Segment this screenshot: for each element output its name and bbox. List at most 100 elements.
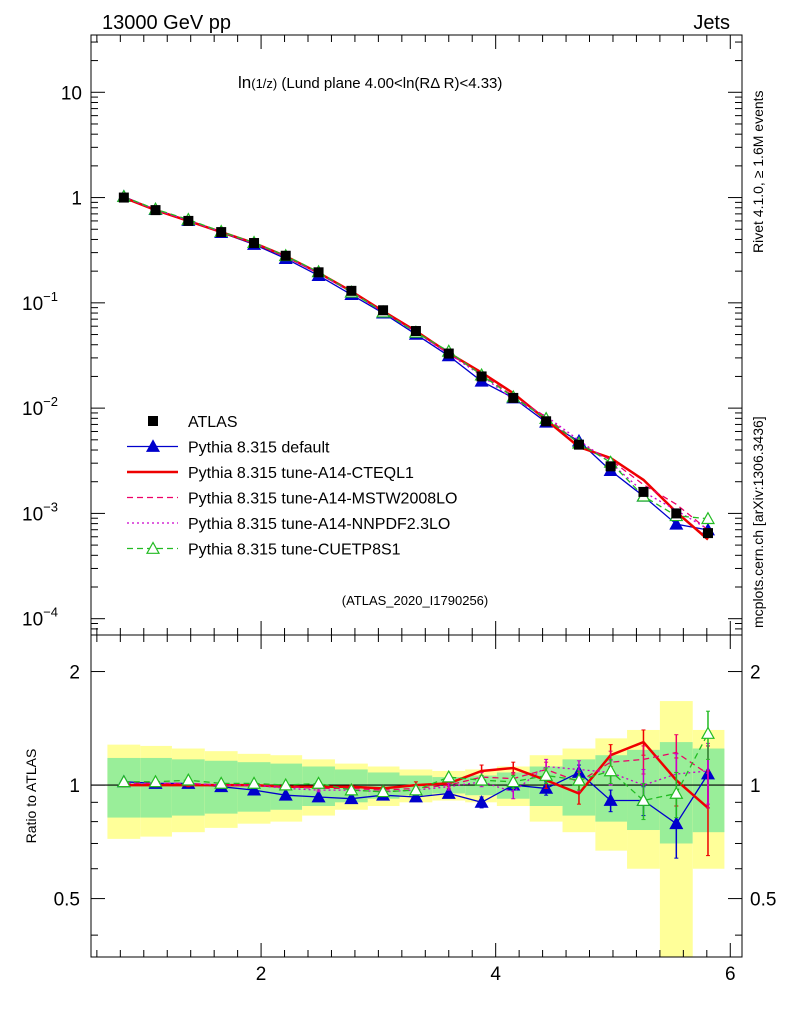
ratio-y-ticks: 2 2 1 1 0.5 0.5 [54,663,776,936]
header-left: 13000 GeV pp [102,12,231,34]
ratio-marker-default [247,782,262,796]
ratio-marker-default [441,786,456,799]
main-ytick-base: 10 [61,83,82,104]
legend-label-default: Pythia 8.315 default [188,440,330,457]
rivet-label: Rivet 4.1.0, ≥ 1.6M events [750,90,766,253]
atlas-data-point [671,508,682,519]
main-ytick-exponent: −4 [43,605,58,620]
atlas-data-point [508,392,519,403]
atlas-data-point [638,486,649,497]
ratio-marker-cuetp8s1 [506,774,521,788]
xtick-label: 6 [725,964,736,985]
atlas-data-point [249,238,260,249]
ratio-marker-cuetp8s1 [636,793,651,806]
ratio-marker-cuetp8s1 [344,782,359,796]
x-ticks: 2 4 6 [96,35,736,985]
ratio-marker-cuetp8s1 [376,784,391,798]
mcplots-label: mcplots.cern.ch [arXiv:1306.3436] [750,416,766,628]
main-ytick-exponent: −1 [43,289,58,304]
main-ytick-base: 1 [71,189,82,210]
xtick-label: 2 [256,964,267,985]
ratio-marker-cuetp8s1 [181,772,196,786]
legend-label-a14_cteql1: Pythia 8.315 tune-A14-CTEQL1 [188,465,414,482]
ratio-ytick-label-right: 0.5 [750,890,776,911]
atlas-data-point [378,305,389,316]
atlas-data-point [476,371,487,382]
ratio-ytick-label-left: 2 [69,663,80,684]
atlas-data-point [183,215,194,226]
main-ytick-label: 10−4 [22,605,58,631]
ratio-marker-cuetp8s1 [700,726,716,739]
main-ytick-exponent: −3 [43,499,58,514]
atlas-data-point [541,416,552,427]
main-title: ln(1/z) (Lund plane 4.00<ln(RΔ R)<4.33) [238,73,502,92]
header-right: Jets [693,12,730,34]
legend-marker-default [145,439,161,452]
ratio-frame [90,634,743,958]
ratio-panel: 2 2 1 1 0.5 0.5 2 4 6 Ratio to ATLAS [23,35,776,985]
atlas-data-point [280,250,291,261]
ratio-marker-default [669,816,684,830]
main-ytick-label: 1 [71,189,82,210]
ratio-y-label: Ratio to ATLAS [23,749,39,844]
main-title-rest: (Lund plane 4.00<ln(RΔ R)<4.33) [277,75,502,92]
legend-marker-atlas [148,416,158,426]
ratio-marker-default [311,789,326,803]
main-ytick-base: 10 [22,294,43,315]
atlas-data-point [346,285,357,296]
main-ytick-label: 10−1 [22,289,58,315]
legend-marker-cuetp8s1 [145,541,161,554]
ratio-ytick-label-right: 2 [750,663,761,684]
ratio-marker-default [408,789,423,803]
main-ytick-base: 10 [22,610,43,631]
ratio-marker-cuetp8s1 [474,772,489,786]
ratio-marker-cuetp8s1 [116,774,131,788]
watermark: (ATLAS_2020_I1790256) [342,593,488,608]
ratio-marker-cuetp8s1 [311,776,326,789]
ratio-ytick-label-right: 1 [750,776,761,797]
main-series-a14_cteql1 [123,196,709,541]
atlas-data-point [216,227,227,238]
legend-label-a14_mstw: Pythia 8.315 tune-A14-MSTW2008LO [188,491,457,508]
atlas-data-point [313,267,324,278]
ratio-marker-cuetp8s1 [148,774,163,788]
atlas-data-point [410,326,421,337]
main-ytick-base: 10 [22,504,43,525]
atlas-data-point [443,348,454,359]
ratio-content [91,701,742,957]
ratio-marker-cuetp8s1 [247,776,262,789]
main-marker-default [669,516,684,530]
ratio-marker-cuetp8s1 [214,776,229,789]
ratio-ytick-label-left: 0.5 [54,890,80,911]
ratio-marker-cuetp8s1 [441,769,456,783]
ratio-marker-default [344,791,359,805]
main-ytick-exponent: −2 [43,394,58,409]
main-ytick-label: 10−3 [22,499,58,525]
ratio-marker-cuetp8s1 [669,786,684,799]
atlas-data-point [605,461,616,472]
legend: ATLAS Pythia 8.315 default Pythia 8.315 tu… [127,414,457,559]
xtick-label: 4 [490,964,501,985]
ratio-band-inner [107,757,141,818]
main-ytick-label: 10−2 [22,394,58,420]
main-ytick-label: 10 [61,83,82,104]
atlas-data-point [118,192,129,203]
legend-label-atlas: ATLAS [188,414,238,431]
ratio-marker-default [474,795,489,808]
atlas-data-point [150,205,161,216]
legend-label-cuetp8s1: Pythia 8.315 tune-CUETP8S1 [188,542,401,559]
ratio-marker-default [603,793,618,806]
ratio-marker-cuetp8s1 [278,777,293,791]
main-content [116,189,716,541]
main-marker-cuetp8s1 [700,511,716,525]
main-ytick-base: 10 [22,399,43,420]
ratio-marker-cuetp8s1 [539,768,554,781]
main-title-ln: ln [238,73,251,92]
ratio-marker-cuetp8s1 [408,782,423,796]
legend-label-a14_nnpdf: Pythia 8.315 tune-A14-NNPDF2.3LO [188,516,450,533]
ratio-marker-cuetp8s1 [571,772,586,786]
ratio-marker-cuetp8s1 [603,763,618,777]
